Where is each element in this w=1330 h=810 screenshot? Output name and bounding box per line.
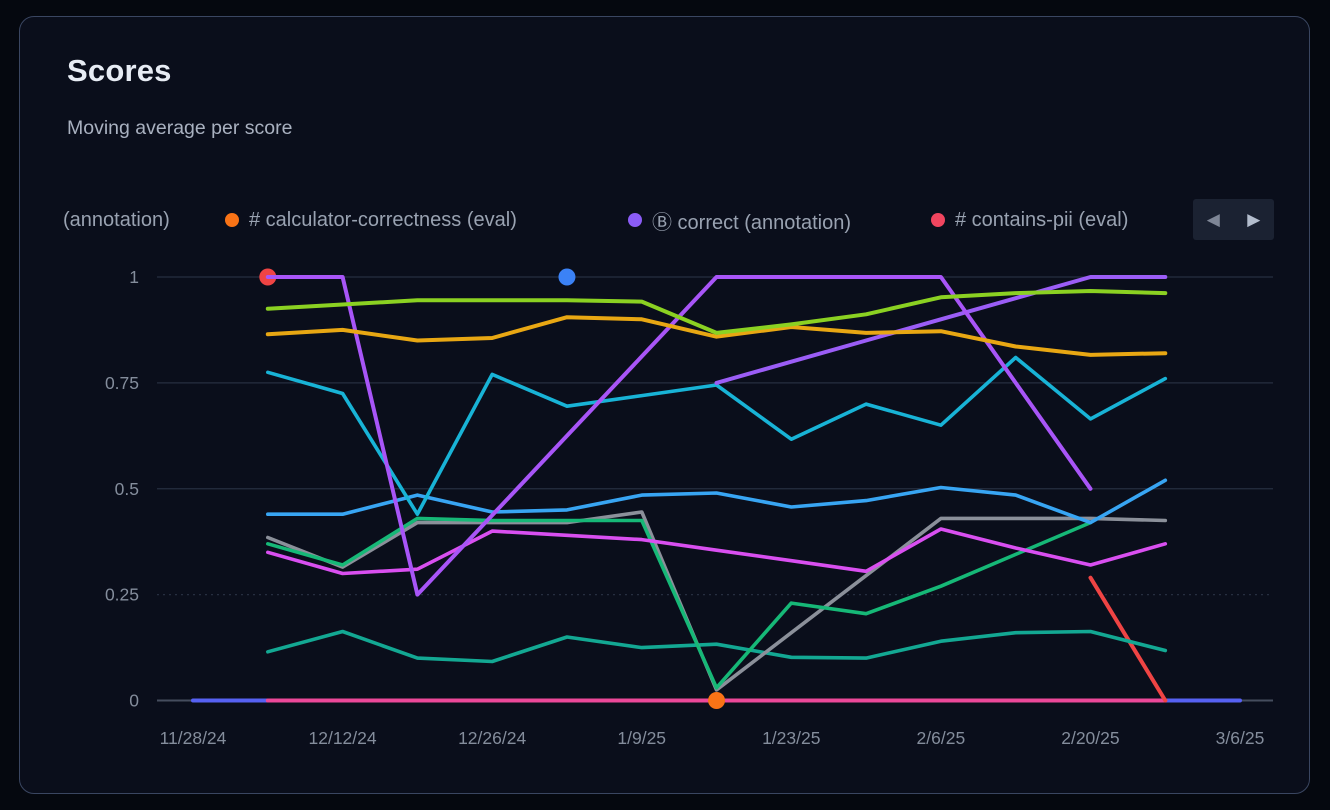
page-title: Scores: [67, 53, 172, 88]
series-cyan: [266, 355, 1168, 516]
series-sky-blue: [266, 478, 1168, 525]
legend-color-dot: [628, 213, 642, 227]
x-axis-label-12-12-24: 12/12/24: [309, 728, 377, 748]
x-axis-label-1-9-25: 1/9/25: [617, 728, 666, 748]
series-lime: [265, 289, 1168, 335]
scores-card: Scores Moving average per score: [19, 16, 1310, 794]
legend-nav: ◀ ▶: [1193, 199, 1274, 240]
legend-color-dot: [225, 213, 239, 227]
orange-point: [708, 692, 726, 709]
x-axis-label-2-6-25: 2/6/25: [917, 728, 966, 748]
y-axis-label-0.25: 0.25: [105, 585, 139, 605]
legend-item-correct-annotation[interactable]: Ⓑ correct (annotation): [628, 207, 851, 234]
x-axis-label-12-26-24: 12/26/24: [458, 728, 526, 748]
series-violet-b: [714, 275, 1168, 385]
y-axis-label-1: 1: [129, 267, 139, 287]
chevron-right-icon[interactable]: ▶: [1247, 209, 1261, 229]
x-axis-label-3-6-25: 3/6/25: [1216, 728, 1265, 748]
series-gray: [266, 510, 1168, 692]
x-axis-label-11-28-24: 11/28/24: [160, 728, 227, 748]
y-axis-label-0.75: 0.75: [105, 373, 139, 393]
blue-point: [558, 268, 576, 286]
plot-area[interactable]: [157, 258, 1273, 718]
series-red-pii: [1088, 575, 1168, 703]
series-amber: [265, 315, 1168, 357]
legend-item-label: # calculator-correctness (eval): [249, 208, 517, 231]
legend-item-label: Ⓑ correct (annotation): [652, 211, 851, 234]
series-emerald: [266, 516, 1093, 690]
series-teal-low: [266, 629, 1168, 664]
x-axis-label-2-20-25: 2/20/25: [1061, 728, 1119, 748]
legend-item-contains-pii-eval[interactable]: # contains-pii (eval): [931, 207, 1128, 233]
page-subtitle: Moving average per score: [67, 117, 293, 139]
legend-item-label: (annotation): [63, 208, 170, 231]
legend: (annotation) # calculator-correctness (ev…: [0, 0, 1330, 250]
legend-color-dot: [931, 213, 945, 227]
chevron-left-icon[interactable]: ◀: [1206, 209, 1220, 229]
y-axis-label-0: 0: [129, 691, 139, 711]
series-magenta: [266, 527, 1168, 576]
legend-item-calculator-correctness-eval[interactable]: # calculator-correctness (eval): [225, 207, 517, 233]
legend-item-annotation[interactable]: (annotation): [63, 207, 170, 233]
legend-item-label: # contains-pii (eval): [955, 208, 1129, 231]
y-axis-label-0.5: 0.5: [115, 479, 139, 499]
x-axis-label-1-23-25: 1/23/25: [762, 728, 820, 748]
